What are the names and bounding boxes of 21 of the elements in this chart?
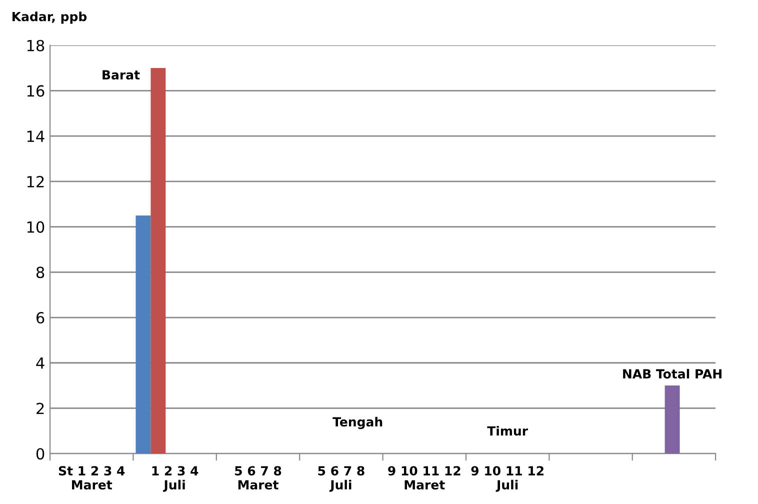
- y-tick-label: 12: [27, 176, 44, 188]
- annotation: Barat: [102, 70, 140, 80]
- y-tick-label: 2: [36, 402, 44, 414]
- x-tick-label: 5 6 7 8 Maret: [235, 466, 282, 490]
- y-axis-title: Kadar, ppb: [12, 12, 87, 24]
- series-label: NAB Total PAH: [623, 368, 722, 379]
- y-tick-label: 14: [27, 130, 44, 142]
- y-tick-label: 6: [36, 312, 44, 324]
- x-tick-label: St 1 2 3 4 Maret: [58, 466, 125, 490]
- y-tick-label: 16: [27, 85, 44, 97]
- x-tick-label: 9 10 11 12 Maret: [388, 466, 460, 490]
- x-tick-label: 5 6 7 8 Juli: [318, 466, 364, 492]
- annotation: Timur: [487, 426, 528, 436]
- y-tick-label: 0: [36, 448, 44, 460]
- x-tick-label: 1 2 3 4 Juli: [152, 466, 198, 492]
- x-tick-label: 9 10 11 12 Juli: [471, 466, 544, 492]
- annotation: Tengah: [332, 416, 382, 430]
- y-tick-label: 4: [36, 358, 44, 369]
- y-tick-label: 18: [27, 40, 44, 52]
- y-tick-label: 10: [27, 221, 44, 233]
- y-tick-label: 8: [36, 266, 44, 278]
